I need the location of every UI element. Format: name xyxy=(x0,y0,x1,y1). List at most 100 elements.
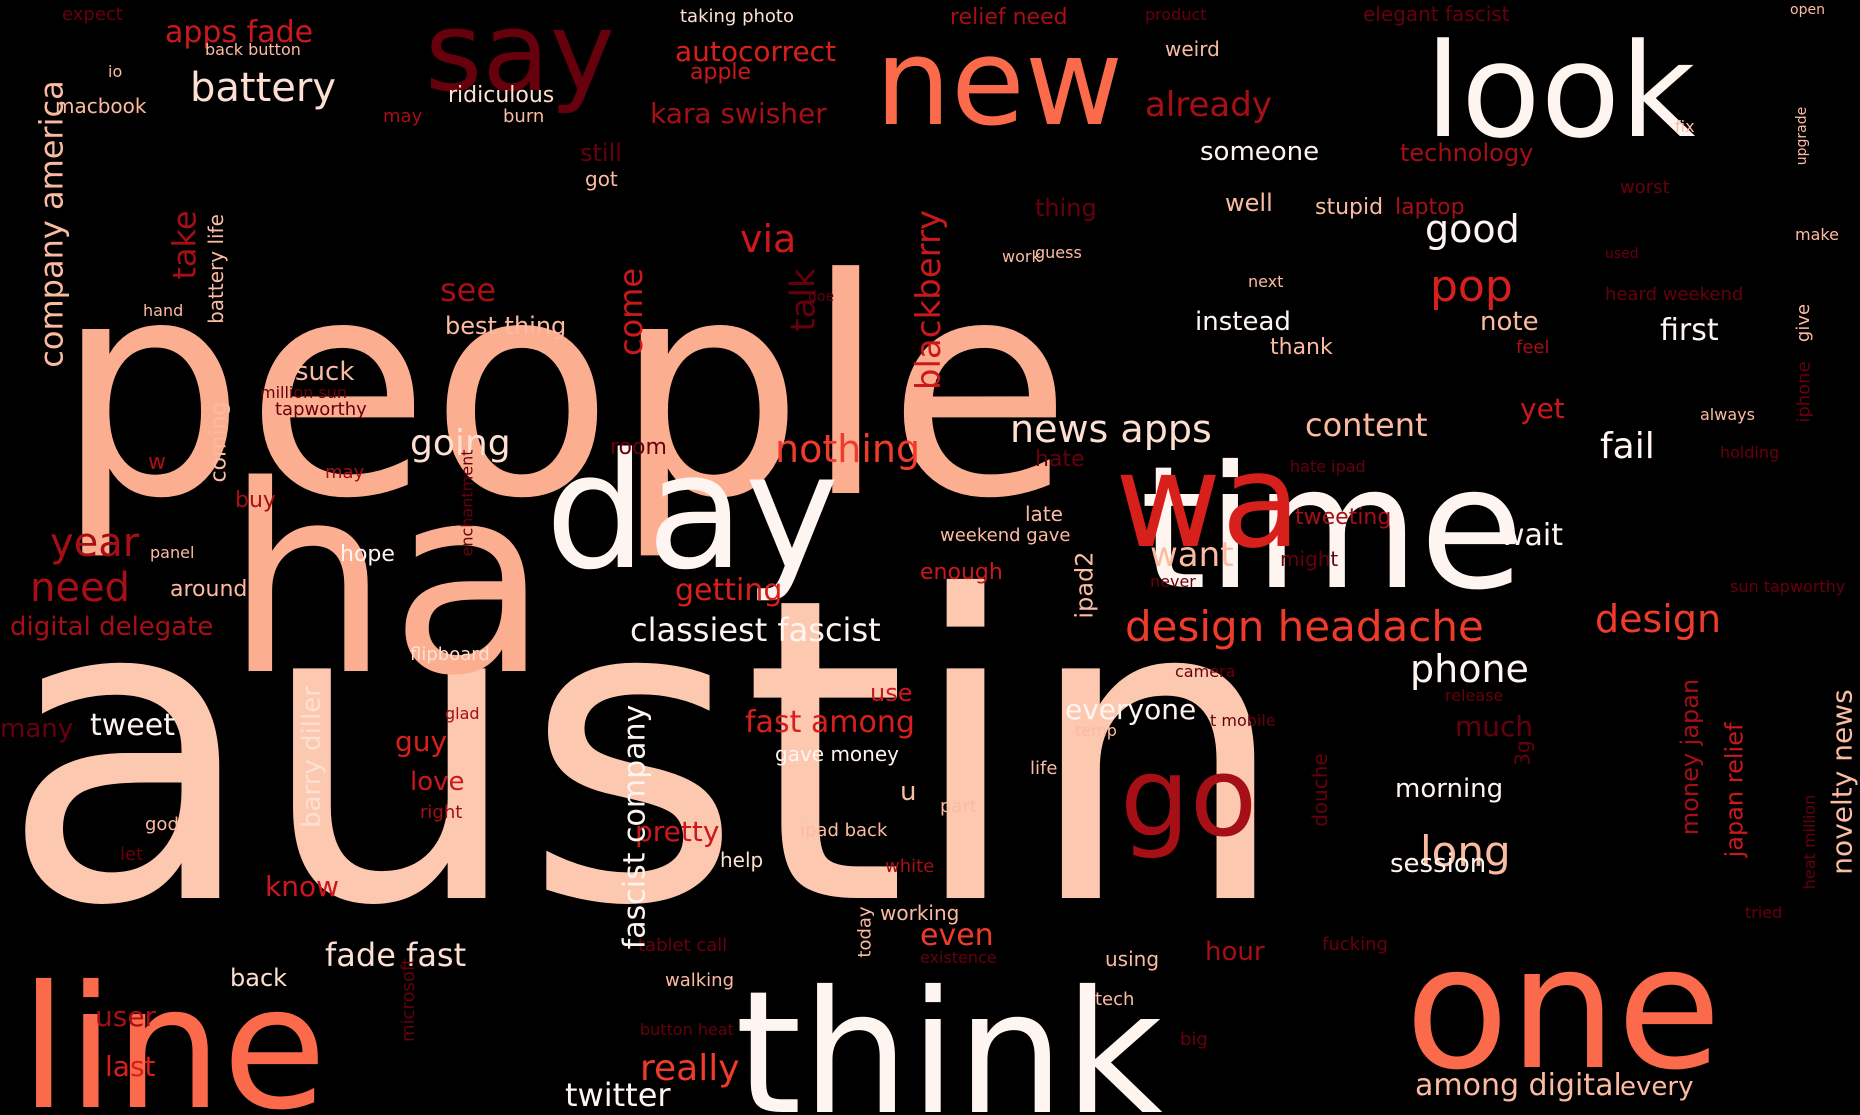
word-24: pop xyxy=(1430,260,1513,312)
word-40: autocorrect xyxy=(675,34,837,68)
word-86: hate xyxy=(1035,447,1085,473)
word-30: fast among xyxy=(745,705,915,740)
word-106: life xyxy=(1030,757,1058,779)
word-121: hate ipad xyxy=(1290,457,1366,477)
word-72: ridiculous xyxy=(448,83,555,109)
word-98: gave money xyxy=(775,742,899,766)
word-61: guy xyxy=(395,724,448,758)
word-79: u xyxy=(900,777,917,808)
word-100: flipboard xyxy=(410,643,490,665)
word-81: hope xyxy=(340,542,395,568)
word-9: look xyxy=(1425,15,1696,167)
word-76: got xyxy=(585,167,618,191)
word-154: company america xyxy=(32,80,71,368)
word-4: time xyxy=(1140,430,1525,628)
word-44: digital delegate xyxy=(10,612,214,643)
word-83: buy xyxy=(235,488,276,514)
word-130: make xyxy=(1795,225,1839,245)
word-114: tech xyxy=(1095,988,1135,1010)
word-103: let xyxy=(120,843,144,865)
word-117: button heat xyxy=(640,1020,734,1040)
word-75: still xyxy=(580,138,622,167)
word-51: morning xyxy=(1395,774,1504,805)
word-39: apps fade xyxy=(165,15,314,50)
word-15: design xyxy=(1595,596,1722,641)
word-19: classiest fascist xyxy=(630,611,881,650)
word-47: instead xyxy=(1195,307,1291,338)
word-50: everyone xyxy=(1065,692,1197,726)
word-151: talk xyxy=(783,268,824,332)
word-82: around xyxy=(170,577,248,603)
word-16: news apps xyxy=(1010,406,1212,451)
word-118: white xyxy=(885,855,935,877)
word-31: year xyxy=(50,520,140,566)
word-134: macbook xyxy=(55,94,147,118)
word-142: hand xyxy=(143,301,184,321)
word-58: pretty xyxy=(635,814,720,848)
word-159: fascist company xyxy=(616,704,652,950)
word-110: t mobile xyxy=(1210,711,1276,731)
word-144: doe xyxy=(808,288,835,305)
word-145: guess xyxy=(1035,243,1082,263)
word-137: may xyxy=(383,105,423,127)
word-93: heard weekend xyxy=(1605,283,1744,305)
word-7: line xyxy=(20,950,327,1115)
word-49: yet xyxy=(1520,391,1565,425)
word-65: someone xyxy=(1200,137,1320,168)
word-128: worst xyxy=(1620,176,1670,198)
word-3: ha xyxy=(225,431,550,733)
word-74: apple xyxy=(690,60,752,86)
word-163: money japan xyxy=(1676,678,1705,836)
word-85: room xyxy=(610,435,667,461)
word-77: thing xyxy=(1035,193,1097,222)
word-158: ipad2 xyxy=(1070,551,1099,619)
word-123: holding xyxy=(1720,443,1780,463)
word-42: kara swisher xyxy=(650,96,827,130)
word-28: among digital xyxy=(1415,1068,1622,1103)
word-18: nothing xyxy=(775,426,921,471)
word-119: existence xyxy=(920,948,997,968)
word-32: need xyxy=(30,565,130,611)
word-107: temp xyxy=(1075,721,1117,741)
word-54: last xyxy=(105,1049,156,1083)
word-132: back button xyxy=(205,40,301,60)
word-48: note xyxy=(1480,307,1539,338)
word-90: might xyxy=(1280,547,1339,571)
word-60: love xyxy=(410,767,465,798)
word-104: right xyxy=(420,801,463,823)
word-33: going xyxy=(410,423,511,465)
word-45: many xyxy=(0,714,74,745)
word-125: tried xyxy=(1745,903,1783,923)
word-52: session xyxy=(1390,849,1487,880)
word-37: wait xyxy=(1500,518,1564,553)
word-92: feel xyxy=(1516,336,1550,358)
word-46: first xyxy=(1660,313,1719,348)
word-143: panel xyxy=(150,543,195,563)
word-127: used xyxy=(1605,245,1639,262)
word-168: microsoft xyxy=(397,958,419,1042)
word-67: well xyxy=(1225,188,1273,217)
word-11: new xyxy=(875,14,1124,153)
word-135: burn xyxy=(503,105,545,127)
word-88: late xyxy=(1025,502,1063,526)
word-141: million sun xyxy=(260,383,347,403)
word-87: enough xyxy=(920,560,1003,586)
word-91: thank xyxy=(1270,335,1333,361)
word-70: relief need xyxy=(950,5,1068,31)
word-160: barry diller xyxy=(296,686,327,828)
word-162: japan relief xyxy=(1719,722,1748,858)
word-57: even xyxy=(920,918,994,953)
word-68: stupid xyxy=(1315,195,1384,221)
word-69: laptop xyxy=(1395,195,1465,221)
word-111: working xyxy=(880,901,960,925)
word-6: day xyxy=(545,418,840,605)
word-157: enchantment xyxy=(456,449,476,557)
word-78: much xyxy=(1455,709,1534,743)
word-66: technology xyxy=(1400,138,1534,167)
word-112: tablet call xyxy=(638,934,728,956)
word-108: camera xyxy=(1175,662,1236,682)
word-149: iphone xyxy=(1793,361,1815,423)
word-80: use xyxy=(870,678,913,707)
word-63: see xyxy=(440,271,497,310)
